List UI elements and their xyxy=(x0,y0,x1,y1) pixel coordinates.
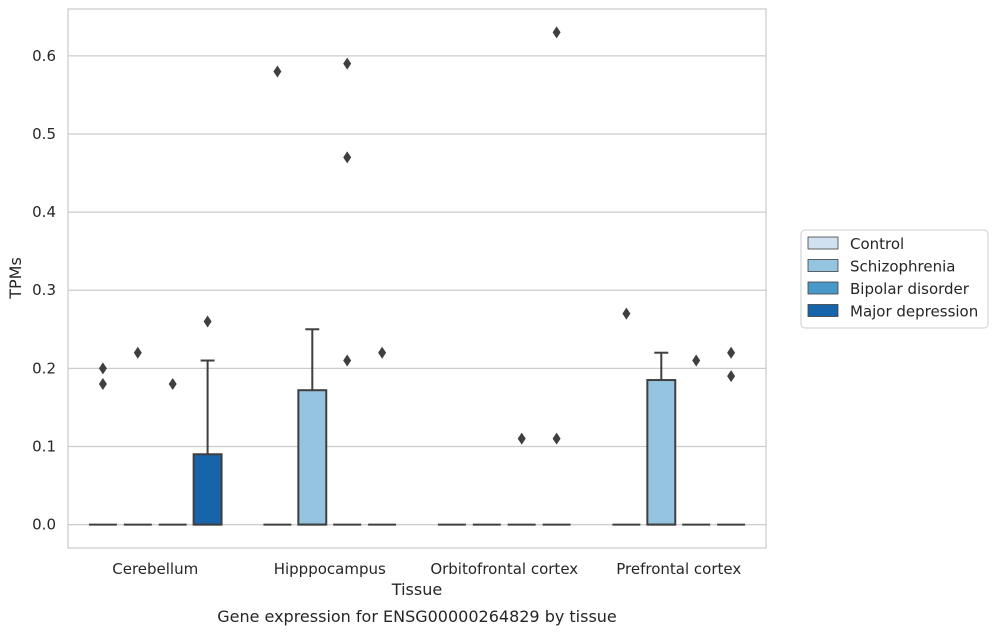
outlier-point xyxy=(98,377,107,390)
outlier-points xyxy=(98,26,736,445)
x-tick-label: Hipppocampus xyxy=(274,560,386,578)
outlier-point xyxy=(552,432,561,445)
y-axis-label: TPMs xyxy=(6,257,25,300)
legend-swatch xyxy=(807,281,839,295)
y-tick-label: 0.4 xyxy=(32,203,56,221)
outlier-point xyxy=(98,362,107,375)
chart-caption: Gene expression for ENSG00000264829 by t… xyxy=(217,607,617,626)
box-body xyxy=(192,453,223,526)
outlier-point xyxy=(622,307,631,320)
y-tick-labels: 0.0 0.1 0.2 0.3 0.4 0.5 0.6 xyxy=(32,47,56,534)
outlier-point xyxy=(727,370,736,383)
x-axis-label: Tissue xyxy=(391,580,442,599)
box-body xyxy=(297,389,328,526)
legend-swatch xyxy=(807,304,839,317)
legend-swatch xyxy=(807,259,839,272)
outlier-point xyxy=(517,432,526,445)
outlier-point xyxy=(552,26,561,39)
legend-label: Schizophrenia xyxy=(850,258,955,276)
x-tick-label: Cerebellum xyxy=(112,560,198,578)
y-tick-label: 0.1 xyxy=(32,437,56,455)
legend: Control Schizophrenia Bipolar disorder Majo… xyxy=(800,229,989,329)
x-tick-label: Orbitofrontal cortex xyxy=(430,560,578,578)
box-plots xyxy=(88,328,746,526)
outlier-point xyxy=(378,346,387,359)
y-tick-label: 0.2 xyxy=(32,359,56,377)
legend-swatch xyxy=(807,236,839,250)
outlier-point xyxy=(727,346,736,359)
outlier-point xyxy=(273,65,282,78)
y-tick-label: 0.6 xyxy=(32,47,56,65)
box-major-depression xyxy=(192,359,223,526)
y-tick-label: 0.5 xyxy=(32,125,56,143)
legend-label: Control xyxy=(850,235,904,253)
y-tick-label: 0.3 xyxy=(32,281,56,299)
outlier-point xyxy=(343,151,352,164)
box-body xyxy=(646,379,677,526)
y-tick-label: 0.0 xyxy=(32,516,56,534)
box-schizophrenia xyxy=(297,328,328,526)
plot-frame xyxy=(67,8,767,549)
outlier-point xyxy=(692,354,701,367)
box-schizophrenia xyxy=(646,351,677,526)
legend-frame xyxy=(800,229,989,329)
x-tick-label: Prefrontal cortex xyxy=(616,560,741,578)
legend-label: Bipolar disorder xyxy=(850,280,970,298)
outlier-point xyxy=(343,57,352,70)
outlier-point xyxy=(168,377,177,390)
outlier-point xyxy=(133,346,142,359)
outlier-point xyxy=(203,315,212,328)
legend-label: Major depression xyxy=(850,303,978,321)
outlier-point xyxy=(343,354,352,367)
x-tick-labels: Cerebellum Hipppocampus Orbitofrontal cort… xyxy=(112,560,741,578)
